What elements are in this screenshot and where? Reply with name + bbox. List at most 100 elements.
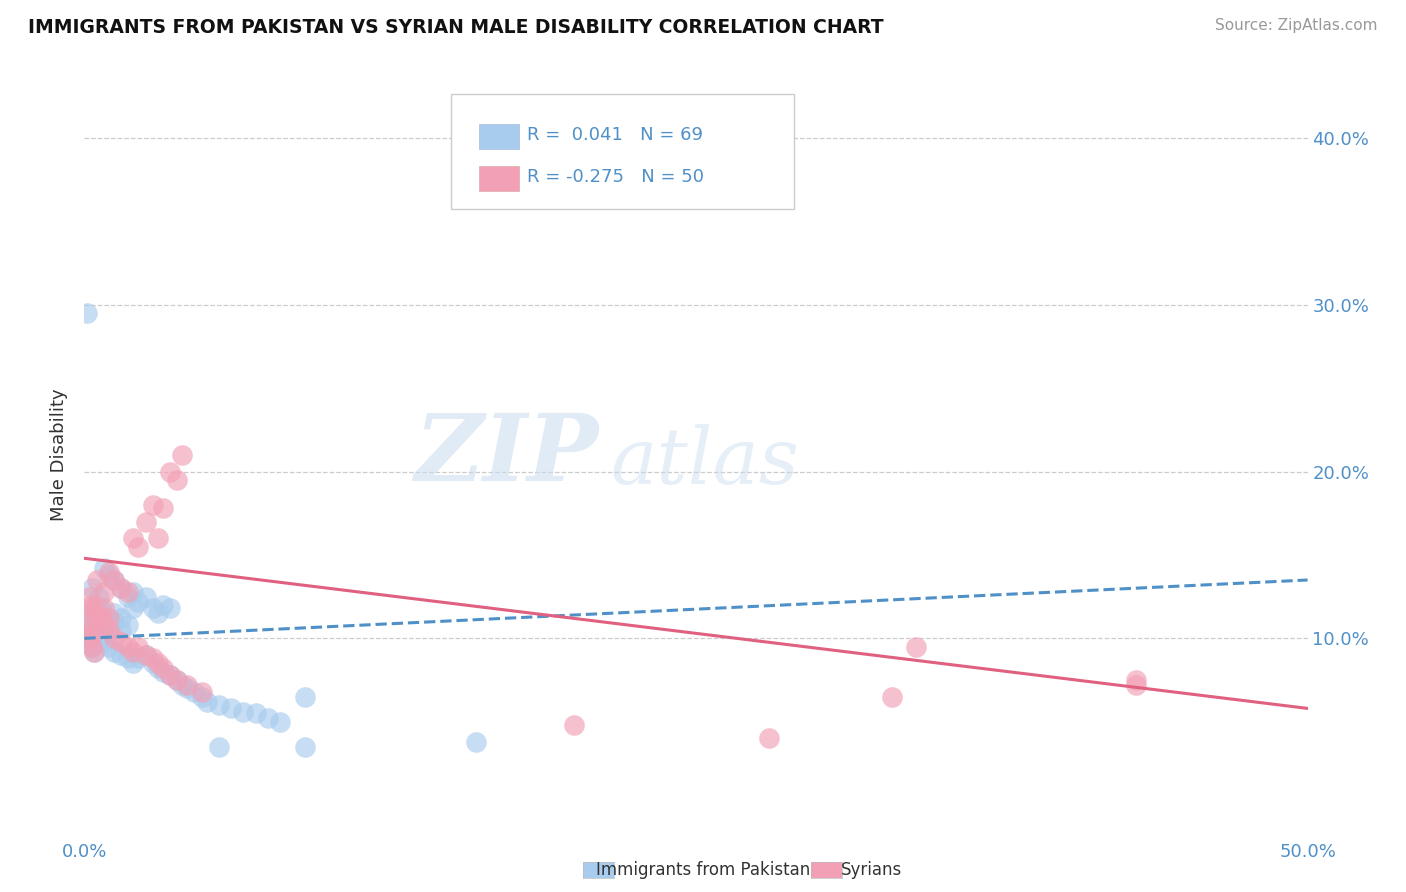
- Point: [77, 632, 100, 646]
- Point: [142, 498, 165, 512]
- Point: [103, 573, 125, 587]
- Point: [97, 565, 120, 579]
- Point: [152, 665, 174, 679]
- Point: [80, 611, 103, 625]
- Point: [195, 695, 218, 709]
- Point: [110, 648, 132, 662]
- Point: [152, 661, 174, 675]
- Point: [176, 681, 198, 696]
- Point: [127, 651, 149, 665]
- Text: R =  0.041   N = 69: R = 0.041 N = 69: [527, 126, 703, 144]
- Point: [77, 607, 100, 621]
- Point: [87, 615, 110, 629]
- Point: [1125, 678, 1147, 692]
- Point: [93, 634, 115, 648]
- Point: [172, 678, 194, 692]
- Point: [86, 607, 108, 621]
- Point: [176, 678, 198, 692]
- Point: [142, 657, 165, 671]
- Point: [257, 711, 280, 725]
- Point: [86, 573, 108, 587]
- Point: [135, 648, 157, 662]
- Point: [1125, 673, 1147, 687]
- FancyBboxPatch shape: [451, 95, 794, 210]
- Point: [77, 590, 100, 604]
- Point: [83, 607, 105, 621]
- Point: [103, 573, 125, 587]
- Point: [159, 601, 181, 615]
- Point: [90, 601, 112, 615]
- Point: [146, 657, 169, 671]
- Point: [80, 628, 103, 642]
- Point: [83, 618, 105, 632]
- Point: [117, 618, 139, 632]
- Point: [103, 632, 125, 646]
- Point: [146, 607, 169, 621]
- Point: [245, 706, 267, 721]
- Point: [159, 465, 181, 479]
- Point: [146, 531, 169, 545]
- Point: [191, 690, 214, 704]
- Point: [110, 611, 132, 625]
- Point: [93, 601, 115, 615]
- Point: [117, 651, 139, 665]
- Point: [117, 640, 139, 654]
- Point: [87, 611, 110, 625]
- Point: [86, 623, 108, 637]
- Text: IMMIGRANTS FROM PAKISTAN VS SYRIAN MALE DISABILITY CORRELATION CHART: IMMIGRANTS FROM PAKISTAN VS SYRIAN MALE …: [28, 18, 884, 37]
- Point: [97, 618, 120, 632]
- Point: [77, 618, 100, 632]
- Point: [127, 595, 149, 609]
- Point: [135, 648, 157, 662]
- Text: R = -0.275   N = 50: R = -0.275 N = 50: [527, 168, 704, 186]
- Point: [110, 623, 132, 637]
- Point: [80, 628, 103, 642]
- Point: [97, 611, 120, 625]
- Point: [269, 714, 291, 729]
- Point: [97, 623, 120, 637]
- Point: [80, 640, 103, 654]
- Point: [93, 615, 115, 629]
- Point: [80, 601, 103, 615]
- Point: [122, 645, 145, 659]
- Point: [87, 590, 110, 604]
- Point: [97, 623, 120, 637]
- Point: [166, 473, 188, 487]
- Point: [152, 598, 174, 612]
- Point: [159, 668, 181, 682]
- Point: [83, 645, 105, 659]
- Point: [172, 448, 194, 462]
- Text: Syrians: Syrians: [841, 861, 903, 879]
- Point: [122, 657, 145, 671]
- Point: [86, 598, 108, 612]
- Point: [880, 690, 903, 704]
- FancyBboxPatch shape: [479, 167, 519, 191]
- Point: [758, 731, 780, 746]
- Point: [103, 645, 125, 659]
- Point: [166, 673, 188, 687]
- Point: [135, 515, 157, 529]
- Point: [97, 640, 120, 654]
- Point: [77, 623, 100, 637]
- Point: [166, 673, 188, 687]
- Y-axis label: Male Disability: Male Disability: [51, 389, 69, 521]
- Point: [76, 306, 98, 320]
- Point: [122, 601, 145, 615]
- Point: [191, 684, 214, 698]
- Point: [208, 698, 231, 712]
- Point: [86, 607, 108, 621]
- Text: atlas: atlas: [610, 425, 799, 500]
- Point: [110, 582, 132, 596]
- Point: [117, 590, 139, 604]
- FancyBboxPatch shape: [479, 124, 519, 149]
- Point: [76, 623, 98, 637]
- Point: [110, 634, 132, 648]
- Point: [127, 640, 149, 654]
- Point: [232, 705, 254, 719]
- Point: [122, 584, 145, 599]
- Point: [77, 632, 100, 646]
- Point: [93, 584, 115, 599]
- Point: [103, 607, 125, 621]
- Point: [76, 618, 98, 632]
- Point: [83, 645, 105, 659]
